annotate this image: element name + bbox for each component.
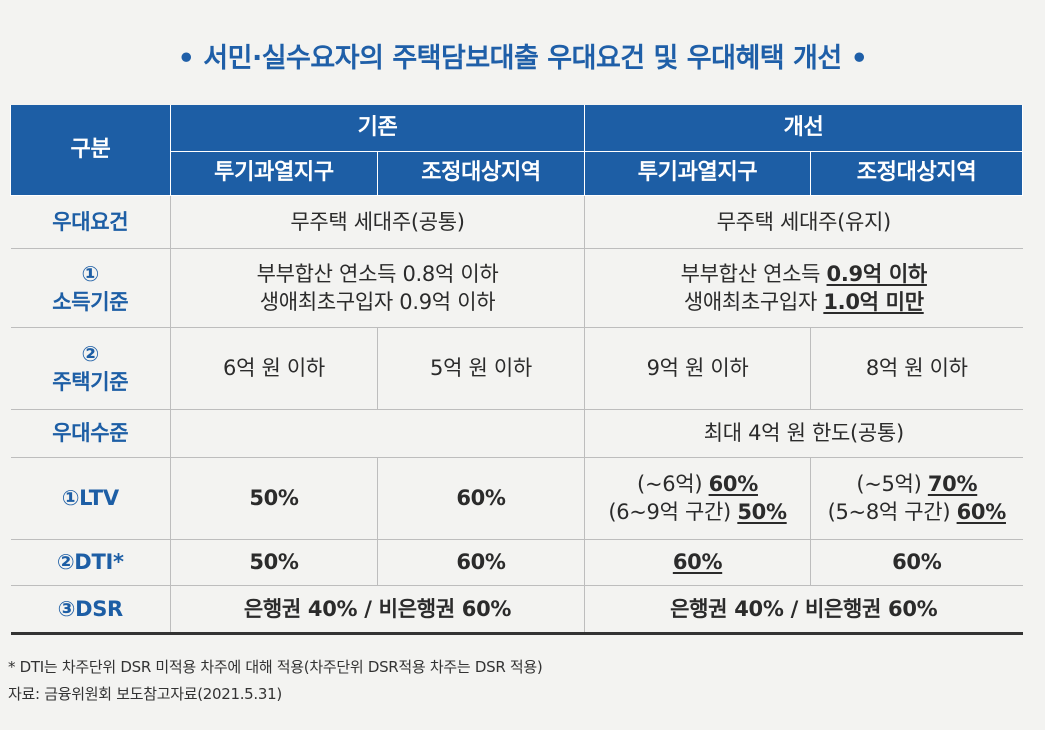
- header-improved-adjusted: 조정대상지역: [810, 150, 1024, 196]
- table-row: ①LTV 50% 60% (~6억) 60% (6~9억 구간) 50% (~5…: [10, 457, 1023, 540]
- table-cell: 8억 원 이하: [810, 327, 1023, 410]
- cell-text: 부부합산 연소득: [680, 261, 827, 286]
- table-cell: 60%: [584, 539, 811, 586]
- highlight-value: 60%: [956, 500, 1007, 524]
- page-title: • 서민·실수요자의 주택담보대출 우대요건 및 우대혜택 개선 •: [177, 43, 868, 74]
- table-cell: 50%: [170, 539, 378, 586]
- cell-text: (5~8억 구간): [827, 500, 957, 524]
- cell-line: 생애최초구입자 1.0억 미만: [585, 288, 1023, 316]
- row-label-number: ①: [81, 261, 100, 286]
- table-cell: 9억 원 이하: [584, 327, 811, 410]
- cell-text: 생애최초구입자: [683, 289, 824, 314]
- highlight-value: 50%: [737, 500, 787, 524]
- table-row: ②DTI* 50% 60% 60% 60%: [10, 539, 1023, 586]
- header-existing-overheated: 투기과열지구: [170, 150, 378, 196]
- table-cell: 최대 4억 원 한도(공통): [584, 409, 1023, 458]
- footnote: * DTI는 차주단위 DSR 미적용 차주에 대해 적용(차주단위 DSR적용…: [8, 658, 543, 676]
- row-label-text: 주택기준: [52, 370, 129, 394]
- table-cell: 50%: [170, 457, 378, 540]
- row-label: ② 주택기준: [10, 327, 171, 410]
- highlight-value: 60%: [708, 472, 759, 496]
- row-label: 우대수준: [10, 409, 171, 458]
- table-cell: [169, 409, 585, 458]
- cell-line: (6~9억 구간) 50%: [585, 498, 810, 526]
- header-improved: 개선: [584, 105, 1024, 152]
- table-cell: 은행권 40% / 비은행권 60%: [169, 585, 585, 635]
- table-cell: 60%: [376, 457, 585, 540]
- header-improved-overheated: 투기과열지구: [584, 150, 812, 196]
- cell-line: (~5억) 70%: [811, 470, 1023, 498]
- table-cell: 5억 원 이하: [376, 327, 585, 410]
- table-row: 우대요건 무주택 세대주(공통) 무주택 세대주(유지): [10, 195, 1023, 249]
- row-label-text: 소득기준: [52, 289, 129, 314]
- row-label: ②DTI*: [10, 539, 171, 586]
- cell-line: 부부합산 연소득 0.9억 이하: [585, 260, 1023, 288]
- header-existing-adjusted: 조정대상지역: [376, 150, 586, 196]
- table-cell: 6억 원 이하: [170, 327, 378, 410]
- table-row: 우대수준 최대 4억 원 한도(공통): [10, 409, 1023, 458]
- cell-line: (~6억) 60%: [585, 470, 810, 498]
- table-cell: (~6억) 60% (6~9억 구간) 50%: [584, 457, 811, 540]
- table-cell: 은행권 40% / 비은행권 60%: [584, 585, 1023, 635]
- table-cell: 부부합산 연소득 0.9억 이하 생애최초구입자 1.0억 미만: [584, 248, 1023, 328]
- cell-text: (~5억): [856, 472, 928, 496]
- highlight-value: 60%: [672, 550, 723, 574]
- highlight-value: 70%: [927, 472, 978, 496]
- cell-text: (6~9억 구간): [608, 500, 738, 524]
- table-row: ③DSR 은행권 40% / 비은행권 60% 은행권 40% / 비은행권 6…: [10, 585, 1023, 635]
- source-note: 자료: 금융위원회 보도참고자료(2021.5.31): [8, 685, 282, 703]
- header-existing: 기존: [169, 105, 586, 152]
- row-label: ①LTV: [10, 457, 171, 540]
- cell-line: 생애최초구입자 0.9억 이하: [259, 289, 496, 314]
- cell-line: 부부합산 연소득 0.8억 이하: [256, 261, 499, 286]
- table-cell: 무주택 세대주(유지): [584, 195, 1023, 249]
- table-cell: 부부합산 연소득 0.8억 이하 생애최초구입자 0.9억 이하: [169, 248, 585, 328]
- highlight-value: 0.9억 이하: [826, 261, 928, 286]
- table-cell: 무주택 세대주(공통): [169, 195, 585, 249]
- row-label: 우대요건: [10, 195, 171, 249]
- highlight-value: 1.0억 미만: [823, 289, 924, 314]
- cell-line: (5~8억 구간) 60%: [811, 498, 1023, 526]
- row-label: ③DSR: [10, 585, 171, 635]
- table-cell: 60%: [810, 539, 1023, 586]
- cell-text: (~6억): [637, 472, 709, 496]
- row-label-number: ②: [81, 342, 100, 366]
- header-category: 구분: [10, 105, 171, 196]
- table-cell: (~5억) 70% (5~8억 구간) 60%: [810, 457, 1023, 540]
- table-cell: 60%: [376, 539, 585, 586]
- row-label: ① 소득기준: [10, 248, 171, 328]
- table-row: ② 주택기준 6억 원 이하 5억 원 이하 9억 원 이하 8억 원 이하: [10, 327, 1023, 410]
- table-row: ① 소득기준 부부합산 연소득 0.8억 이하 생애최초구입자 0.9억 이하 …: [10, 248, 1023, 328]
- loan-comparison-table: 구분 기존 개선 투기과열지구 조정대상지역 투기과열지구 조정대상지역 우대요…: [10, 105, 1024, 635]
